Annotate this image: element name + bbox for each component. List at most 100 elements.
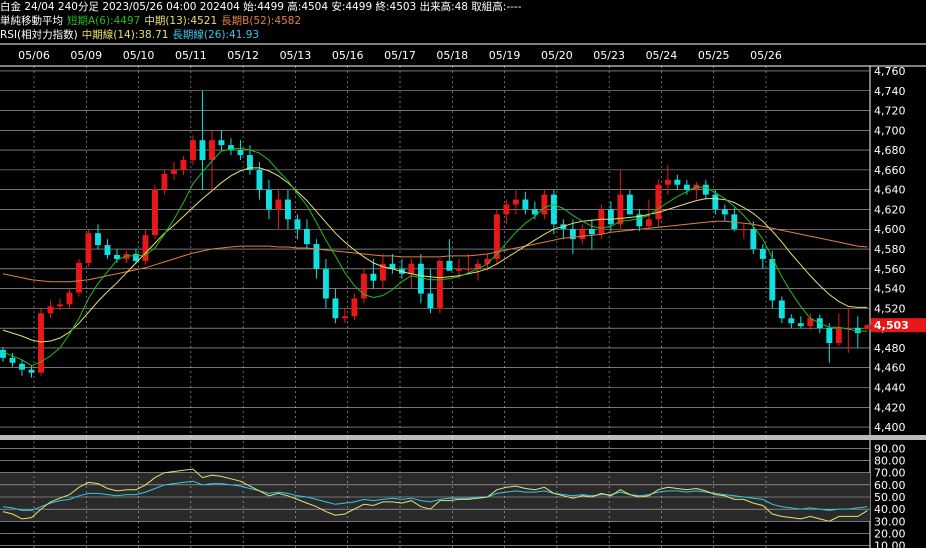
candle-body	[237, 150, 244, 156]
price-tick-label: 4,680	[874, 144, 906, 157]
candle-body	[256, 169, 263, 190]
candle-body	[38, 313, 44, 373]
price-tick-label: 4,560	[874, 263, 906, 276]
ma-legend-title: 単純移動平均	[0, 15, 63, 27]
candle-body	[759, 249, 766, 259]
candle-body	[455, 268, 462, 271]
candle-body	[171, 169, 177, 174]
title-bar: 白金 24/04 240分足 2023/05/26 04:00 202404 始…	[0, 0, 522, 14]
ma-long-line	[2, 220, 868, 283]
date-tick-label: 05/16	[332, 49, 364, 62]
candle-body	[294, 219, 301, 230]
candle-body	[636, 214, 643, 227]
candle-body	[503, 204, 510, 215]
candle-body	[389, 263, 396, 269]
candle-body	[550, 194, 557, 225]
candle-body	[626, 194, 633, 215]
candle-body	[209, 140, 215, 160]
candle-body	[778, 300, 785, 319]
candle-body	[360, 273, 367, 299]
rsi-tick-label: 30.00	[874, 515, 906, 528]
ma-legend: 単純移動平均 短期A(6):4497 中期(13):4521 長期B(52):4582	[0, 14, 301, 28]
candle-body	[769, 258, 776, 301]
candle-body	[152, 189, 158, 236]
candle-body	[702, 184, 709, 195]
candle-body	[199, 140, 206, 160]
date-tick-label: 05/09	[70, 49, 102, 62]
candle-body	[47, 306, 54, 314]
candle-body	[76, 262, 82, 293]
candle-body	[341, 316, 348, 319]
price-tick-label: 4,460	[874, 362, 906, 375]
candle-body	[788, 318, 795, 324]
candle-body	[218, 140, 225, 146]
candle-body	[9, 357, 16, 363]
last-price-label: 4,503	[874, 319, 909, 332]
rsi-tick-label: 20.00	[874, 527, 906, 540]
candle-body	[474, 263, 481, 269]
price-tick-label: 4,540	[874, 283, 906, 296]
price-tick-label: 4,700	[874, 124, 906, 137]
candle-body	[28, 369, 35, 373]
ma-short-legend: 短期A(6):4497	[67, 15, 141, 27]
price-tick-label: 4,760	[874, 65, 906, 78]
candle-body	[712, 194, 719, 210]
candle-body	[190, 140, 196, 160]
rsi-legend: RSI(相対力指数) 中期線(14):38.71 長期線(26):41.93	[0, 28, 259, 42]
candle-body	[588, 229, 595, 235]
date-tick-label: 05/12	[227, 49, 259, 62]
candle-body	[303, 229, 310, 245]
rsi-tick-label: 90.00	[874, 442, 906, 455]
candle-body	[114, 254, 120, 259]
price-tick-label: 4,400	[874, 421, 906, 434]
candle-body	[826, 328, 833, 343]
price-tick-label: 4,620	[874, 203, 906, 216]
candle-body	[57, 304, 63, 307]
candle-body	[95, 233, 101, 246]
candle-body	[484, 258, 491, 264]
price-tick-label: 4,480	[874, 342, 906, 355]
candle-body	[598, 209, 605, 235]
date-tick-label: 05/13	[280, 49, 312, 62]
candle-body	[436, 260, 443, 309]
ma-long-legend: 長期B(52):4582	[221, 15, 302, 27]
price-tick-label: 4,640	[874, 184, 906, 197]
candle-body	[797, 323, 804, 327]
date-tick-label: 05/24	[646, 49, 678, 62]
date-tick-label: 05/23	[593, 49, 625, 62]
candle-body	[750, 229, 757, 250]
candle-body	[142, 235, 149, 261]
candle-body	[313, 244, 320, 269]
last-price-box	[871, 318, 926, 333]
price-tick-label: 4,580	[874, 243, 906, 256]
candle-body	[332, 298, 339, 319]
panel-separator	[0, 435, 926, 440]
candle-body	[133, 253, 139, 261]
rsi-tick-label: 60.00	[874, 479, 906, 492]
candle-body	[674, 179, 681, 185]
candle-body	[512, 199, 519, 205]
candle-body	[522, 199, 529, 210]
candle-body	[579, 229, 586, 240]
title-text: 白金 24/04 240分足 2023/05/26 04:00 202404 始…	[0, 1, 522, 13]
rsi-tick-label: 50.00	[874, 491, 906, 504]
candle-body	[161, 173, 168, 190]
candle-body	[275, 199, 282, 210]
candle-body	[0, 349, 6, 358]
candle-body	[721, 209, 728, 215]
rsi-legend-title: RSI(相対力指数)	[0, 29, 78, 41]
candle-body	[104, 245, 111, 255]
candle-body	[370, 273, 377, 281]
candle-body	[683, 184, 690, 190]
ma-mid-legend: 中期(13):4521	[144, 15, 218, 27]
date-tick-label: 05/25	[698, 49, 730, 62]
candle-body	[664, 179, 671, 185]
candle-body	[85, 233, 92, 263]
candle-body	[645, 219, 652, 227]
candle-body	[228, 145, 234, 151]
ma-mid-line	[2, 167, 868, 343]
price-tick-label: 4,440	[874, 382, 906, 395]
candle-body	[408, 263, 415, 274]
candle-body	[446, 260, 453, 271]
